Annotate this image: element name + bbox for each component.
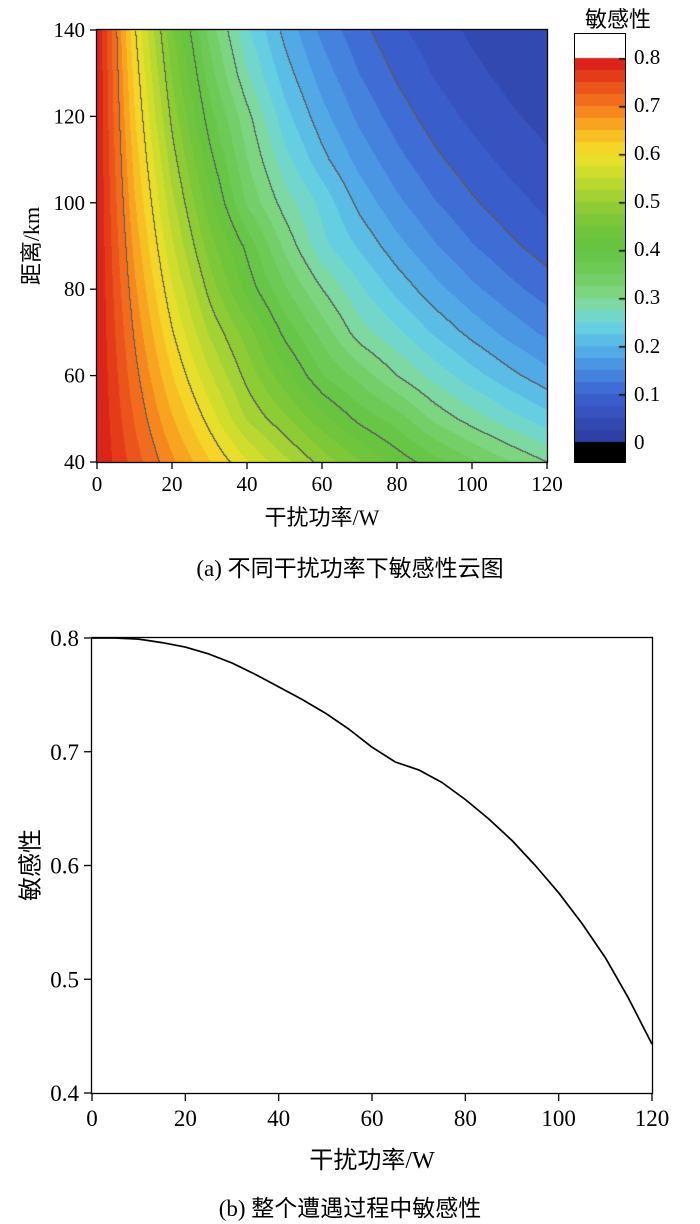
y-tick-label: 60 [64,364,85,388]
figure-b-sensitivity-curve: 0 20 40 60 80 100 120 0.4 0.5 0.6 0.7 0.8 敏感性 干扰功率/… [0,600,700,1224]
x-tick-label: 60 [312,472,333,496]
x-tick-label: 80 [454,1106,477,1131]
figure-a-plot-frame [95,28,549,464]
figure-a-y-axis-label: 距离/km [19,206,44,286]
x-tick-label: 20 [174,1106,197,1131]
y-tick-label: 140 [54,18,86,42]
colorbar-tick-label: 0.4 [634,237,661,262]
y-tick-label: 100 [54,191,86,215]
contour-plot-canvas [97,30,547,462]
figure-b-caption: (b) 整个遭遇过程中敏感性 [218,1196,482,1221]
figure-b-plot-frame [90,636,654,1095]
colorbar-tick-label: 0.3 [634,285,661,310]
y-tick-label: 0.8 [50,626,79,651]
figure-a-caption: (a) 不同干扰功率下敏感性云图 [196,556,504,581]
x-tick-label: 0 [86,1106,98,1131]
y-tick-label: 120 [54,104,86,128]
colorbar-tick-label: 0.5 [634,189,661,214]
x-tick-label: 100 [541,1106,576,1131]
colorbar-tick-label: 0.8 [634,45,661,70]
x-tick-label: 40 [267,1106,290,1131]
y-tick-label: 0.4 [50,1081,79,1106]
colorbar-tick-label: 0.7 [634,93,661,118]
y-tick-label: 0.7 [50,740,79,765]
colorbar [574,33,626,463]
x-tick-label: 20 [162,472,183,496]
x-tick-label: 100 [456,472,488,496]
x-tick-label: 60 [361,1106,384,1131]
colorbar-title: 敏感性 [584,7,651,32]
colorbar-tick-label: 0.1 [634,381,661,406]
y-tick-label: 80 [64,277,85,301]
y-tick-label: 40 [64,450,85,474]
figure-a-sensitivity-contour: 0 20 40 60 80 100 120 40 60 80 100 120 140 敏感性 0.8 0.… [0,0,700,600]
x-tick-label: 80 [387,472,408,496]
x-tick-label: 0 [92,472,103,496]
x-tick-label: 120 [635,1106,670,1131]
x-tick-label: 40 [237,472,258,496]
figure-b-x-axis-label: 干扰功率/W [309,1148,435,1174]
colorbar-tick-label: 0 [634,429,645,454]
colorbar-tick-label: 0.2 [634,333,661,358]
figure-a-x-axis-label: 干扰功率/W [264,505,380,530]
y-tick-label: 0.6 [50,854,79,879]
figure-b-y-axis-label: 敏感性 [18,829,45,901]
x-tick-label: 120 [531,472,563,496]
y-tick-label: 0.5 [50,967,79,992]
figure-a-axes: 0 20 40 60 80 100 120 40 60 80 100 120 140 [54,18,563,496]
colorbar-tick-label: 0.6 [634,141,661,166]
figure-b-axes: 0 20 40 60 80 100 120 0.4 0.5 0.6 0.7 0.8 [50,626,670,1131]
sensitivity-curve [92,637,653,1045]
